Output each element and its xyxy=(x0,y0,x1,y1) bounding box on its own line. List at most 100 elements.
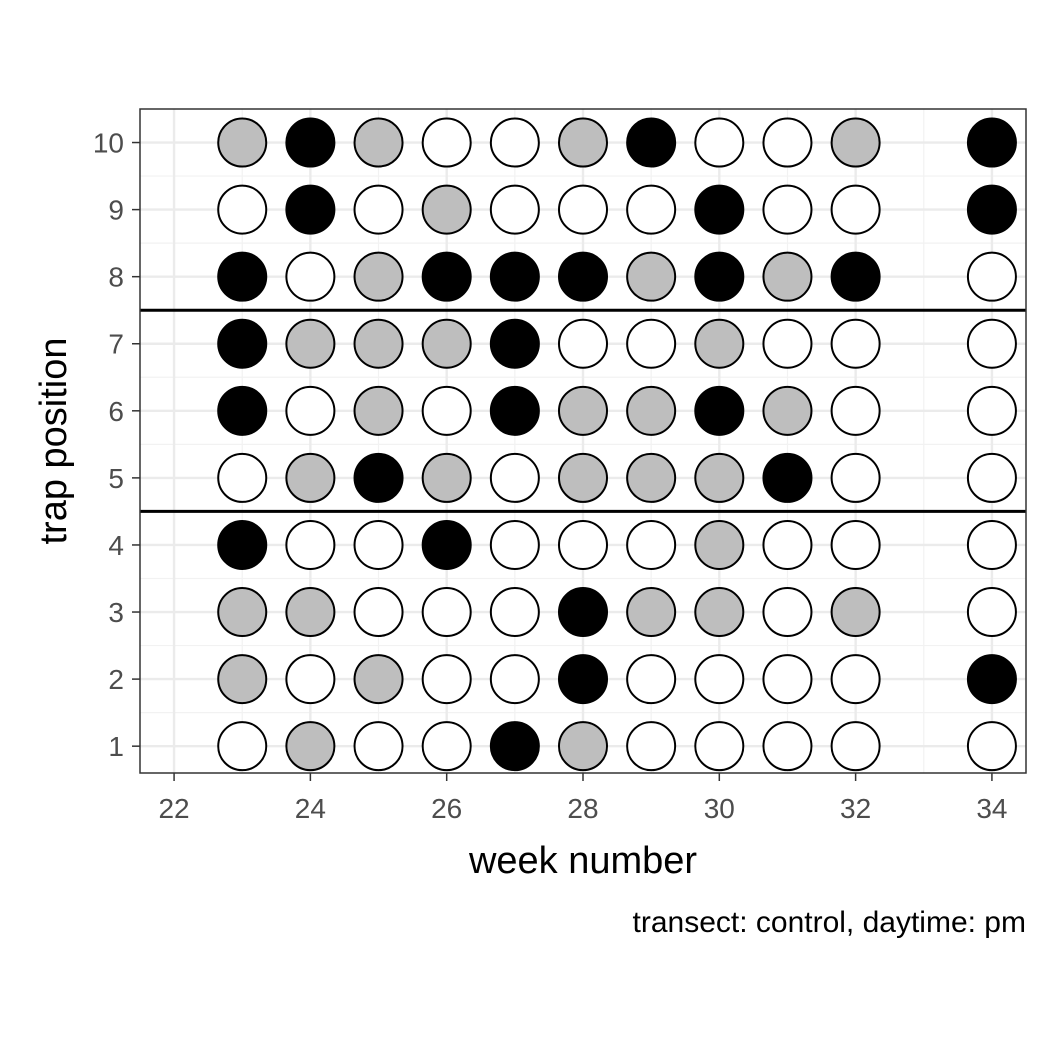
data-point xyxy=(558,184,608,235)
data-point xyxy=(762,721,813,772)
x-axis-title: week number xyxy=(468,840,697,882)
data-point xyxy=(285,318,336,369)
y-axis-ticks: 1 2 3 4 5 6 7 8 9 10 xyxy=(93,128,140,762)
data-point xyxy=(762,385,813,436)
y-axis-title: trap position xyxy=(33,337,75,544)
reference-lines xyxy=(140,308,1026,513)
data-point xyxy=(217,385,268,436)
data-point xyxy=(626,721,677,772)
data-point xyxy=(217,117,268,168)
data-point xyxy=(285,654,336,705)
data-point xyxy=(966,184,1017,235)
y-tick-label: 10 xyxy=(93,128,124,159)
data-point xyxy=(489,654,540,705)
data-point xyxy=(421,721,472,772)
data-point xyxy=(694,385,745,436)
data-point xyxy=(966,519,1017,570)
data-point xyxy=(217,519,268,570)
y-tick-label: 5 xyxy=(108,463,124,494)
data-point xyxy=(353,385,404,436)
y-tick-label: 8 xyxy=(108,262,124,293)
data-point xyxy=(830,519,881,570)
data-point xyxy=(626,117,677,168)
data-point xyxy=(421,654,472,705)
data-point xyxy=(285,452,336,503)
data-point xyxy=(489,587,540,638)
data-point xyxy=(694,519,745,570)
y-tick-label: 7 xyxy=(108,329,124,360)
data-point xyxy=(285,519,336,570)
data-point xyxy=(558,251,608,302)
data-point xyxy=(966,251,1017,302)
data-point xyxy=(353,721,404,772)
data-point xyxy=(353,519,404,570)
data-point xyxy=(966,721,1017,772)
x-tick-label: 24 xyxy=(295,793,326,824)
data-point xyxy=(762,519,813,570)
data-point xyxy=(830,117,881,168)
data-point xyxy=(830,385,881,436)
data-point xyxy=(558,318,608,369)
data-point xyxy=(421,184,472,235)
data-point xyxy=(421,117,472,168)
data-point xyxy=(626,452,677,503)
data-point xyxy=(762,251,813,302)
data-points xyxy=(217,117,1017,772)
data-point xyxy=(694,452,745,503)
data-point xyxy=(558,587,608,638)
data-point xyxy=(626,318,677,369)
data-point xyxy=(217,318,268,369)
data-point xyxy=(489,452,540,503)
data-point xyxy=(353,587,404,638)
data-point xyxy=(558,117,608,168)
data-point xyxy=(626,184,677,235)
data-point xyxy=(421,519,472,570)
data-point xyxy=(762,117,813,168)
data-point xyxy=(966,318,1017,369)
data-point xyxy=(489,184,540,235)
data-point xyxy=(830,587,881,638)
data-point xyxy=(353,184,404,235)
data-point xyxy=(694,654,745,705)
x-tick-label: 26 xyxy=(431,793,462,824)
data-point xyxy=(830,251,881,302)
data-point xyxy=(558,452,608,503)
data-point xyxy=(762,587,813,638)
data-point xyxy=(489,385,540,436)
data-point xyxy=(285,117,336,168)
y-tick-label: 6 xyxy=(108,396,124,427)
data-point xyxy=(966,452,1017,503)
data-point xyxy=(217,587,268,638)
data-point xyxy=(421,385,472,436)
data-point xyxy=(626,385,677,436)
data-point xyxy=(285,251,336,302)
data-point xyxy=(489,251,540,302)
y-tick-label: 3 xyxy=(108,597,124,628)
data-point xyxy=(830,654,881,705)
data-point xyxy=(626,587,677,638)
data-point xyxy=(421,587,472,638)
data-point xyxy=(694,587,745,638)
x-tick-label: 32 xyxy=(840,793,871,824)
data-point xyxy=(489,318,540,369)
data-point xyxy=(421,452,472,503)
data-point xyxy=(694,318,745,369)
x-tick-label: 34 xyxy=(976,793,1007,824)
x-axis-ticks: 22 24 26 28 30 32 34 xyxy=(158,773,1008,824)
data-point xyxy=(285,721,336,772)
data-point xyxy=(353,654,404,705)
data-point xyxy=(694,184,745,235)
chart-caption: transect: control, daytime: pm xyxy=(633,906,1027,939)
data-point xyxy=(558,385,608,436)
data-point xyxy=(558,519,608,570)
data-point xyxy=(217,721,268,772)
data-point xyxy=(694,251,745,302)
data-point xyxy=(694,117,745,168)
data-point xyxy=(694,721,745,772)
data-point xyxy=(558,721,608,772)
data-point xyxy=(830,184,881,235)
x-tick-label: 22 xyxy=(158,793,189,824)
data-point xyxy=(966,385,1017,436)
x-tick-label: 28 xyxy=(567,793,598,824)
